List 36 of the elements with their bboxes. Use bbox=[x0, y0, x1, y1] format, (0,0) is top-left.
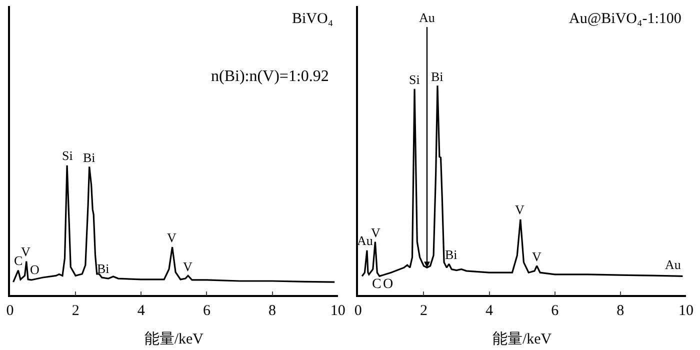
annotation: Au bbox=[419, 10, 436, 25]
annotation: Bi bbox=[97, 261, 110, 276]
annotation: V bbox=[167, 230, 177, 245]
annotation: Bi bbox=[431, 69, 444, 84]
annotation: V bbox=[371, 225, 381, 240]
chart-title: Au@BiVO₄-1:100 bbox=[569, 11, 682, 27]
annotation: V bbox=[21, 244, 31, 259]
annotation: C bbox=[14, 253, 23, 268]
x-tick-label: 8 bbox=[268, 302, 276, 319]
x-tick-label: 4 bbox=[486, 302, 494, 319]
x-axis-title: 能量/keV bbox=[492, 330, 552, 348]
annotation: V bbox=[183, 259, 193, 274]
x-tick-label: 8 bbox=[616, 302, 624, 319]
x-tick-label: 4 bbox=[137, 302, 146, 319]
annotation: Au bbox=[357, 233, 374, 248]
x-tick-label: 0 bbox=[354, 302, 362, 319]
annotation: C bbox=[372, 277, 382, 292]
annotation: Au bbox=[665, 257, 682, 272]
x-tick-label: 10 bbox=[678, 302, 694, 319]
x-tick-label: 6 bbox=[202, 302, 211, 319]
x-tick-label: 6 bbox=[551, 302, 560, 319]
annotation: Si bbox=[62, 148, 74, 163]
annotation: O bbox=[30, 262, 40, 277]
annotation: Si bbox=[409, 72, 420, 87]
text: n(Bi):n(V)=1:0.92 bbox=[211, 68, 329, 85]
x-axis-title: 能量/keV bbox=[144, 330, 204, 348]
x-tick-label: 10 bbox=[330, 302, 346, 319]
x-tick-label: 2 bbox=[72, 302, 80, 319]
chart-title: BiVO₄ bbox=[292, 11, 334, 27]
annotation: O bbox=[383, 277, 394, 292]
annotation: Bi bbox=[83, 150, 96, 165]
annotation: V bbox=[515, 202, 525, 217]
x-tick-label: 2 bbox=[420, 302, 428, 319]
annotation: Bi bbox=[445, 247, 458, 262]
x-tick-label: 0 bbox=[6, 302, 14, 319]
annotation: V bbox=[532, 249, 542, 264]
